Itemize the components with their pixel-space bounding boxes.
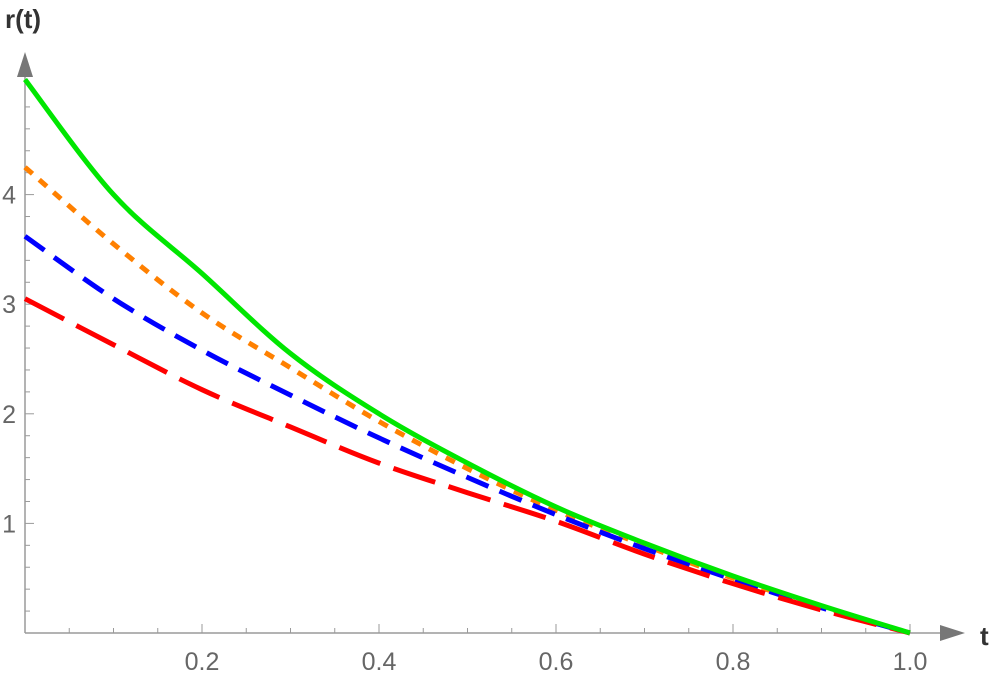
y-axis-title: r(t) [5,4,41,34]
y-tick-label: 3 [2,291,16,319]
x-tick-label: 0.6 [539,648,574,676]
series-line-1 [23,77,911,636]
y-axis-arrow-icon [17,52,33,77]
x-axis-arrow-icon [940,625,965,641]
x-tick-label: 1.0 [893,648,928,676]
x-tick-label: 0.8 [716,648,751,676]
axes [17,52,965,641]
series-group [23,77,911,636]
y-tick-label: 2 [2,401,16,429]
series-line-4 [23,296,911,636]
y-tick-label: 1 [2,510,16,538]
x-axis-title: t [980,621,989,651]
ticks: 0.2 0.4 0.6 0.8 1.0 1 2 3 4 [2,106,928,676]
x-tick-label: 0.4 [362,648,397,676]
series-line-3 [23,234,911,636]
x-tick-label: 0.2 [185,648,220,676]
y-tick-label: 4 [2,182,16,210]
